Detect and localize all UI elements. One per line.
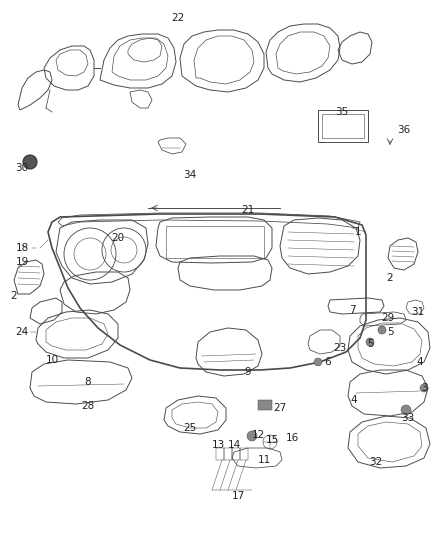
Text: 14: 14 — [227, 440, 240, 450]
Text: 19: 19 — [15, 257, 28, 267]
Circle shape — [314, 358, 322, 366]
Bar — [216, 448, 224, 460]
Text: 1: 1 — [355, 227, 361, 237]
Text: 7: 7 — [349, 305, 355, 315]
Text: 11: 11 — [258, 455, 271, 465]
Text: 22: 22 — [171, 13, 185, 23]
Bar — [240, 448, 248, 460]
Text: 12: 12 — [251, 430, 265, 440]
Text: 8: 8 — [85, 377, 91, 387]
Text: 9: 9 — [245, 367, 251, 377]
Text: 34: 34 — [184, 170, 197, 180]
Bar — [224, 448, 232, 460]
Text: 13: 13 — [212, 440, 225, 450]
Text: 35: 35 — [336, 107, 349, 117]
Circle shape — [378, 326, 386, 334]
Bar — [318, 110, 368, 142]
Text: 24: 24 — [15, 327, 28, 337]
Circle shape — [401, 405, 411, 415]
Text: 5: 5 — [387, 327, 393, 337]
Text: 28: 28 — [81, 401, 95, 411]
Circle shape — [420, 384, 428, 392]
Text: 29: 29 — [381, 313, 395, 323]
Text: 15: 15 — [265, 435, 279, 445]
Text: 3: 3 — [420, 383, 427, 393]
Text: 2: 2 — [11, 291, 18, 301]
Bar — [322, 114, 364, 138]
Text: 32: 32 — [369, 457, 383, 467]
Text: 18: 18 — [15, 243, 28, 253]
Text: 10: 10 — [46, 355, 59, 365]
Text: 36: 36 — [397, 125, 411, 135]
Text: 6: 6 — [325, 357, 331, 367]
Circle shape — [366, 338, 374, 346]
Text: 4: 4 — [417, 357, 423, 367]
Circle shape — [23, 155, 37, 169]
Circle shape — [247, 431, 257, 441]
Text: 2: 2 — [387, 273, 393, 283]
Bar — [232, 448, 240, 460]
Text: 5: 5 — [367, 339, 373, 349]
Text: 16: 16 — [286, 433, 299, 443]
Text: 30: 30 — [15, 163, 28, 173]
Text: 21: 21 — [241, 205, 254, 215]
Text: 31: 31 — [411, 307, 424, 317]
Text: 20: 20 — [111, 233, 124, 243]
Text: 33: 33 — [401, 413, 415, 423]
Bar — [258, 400, 272, 410]
Text: 4: 4 — [351, 395, 357, 405]
Text: 25: 25 — [184, 423, 197, 433]
Text: 23: 23 — [333, 343, 346, 353]
Bar — [166, 226, 264, 258]
Text: 27: 27 — [273, 403, 286, 413]
Text: 17: 17 — [231, 491, 245, 501]
